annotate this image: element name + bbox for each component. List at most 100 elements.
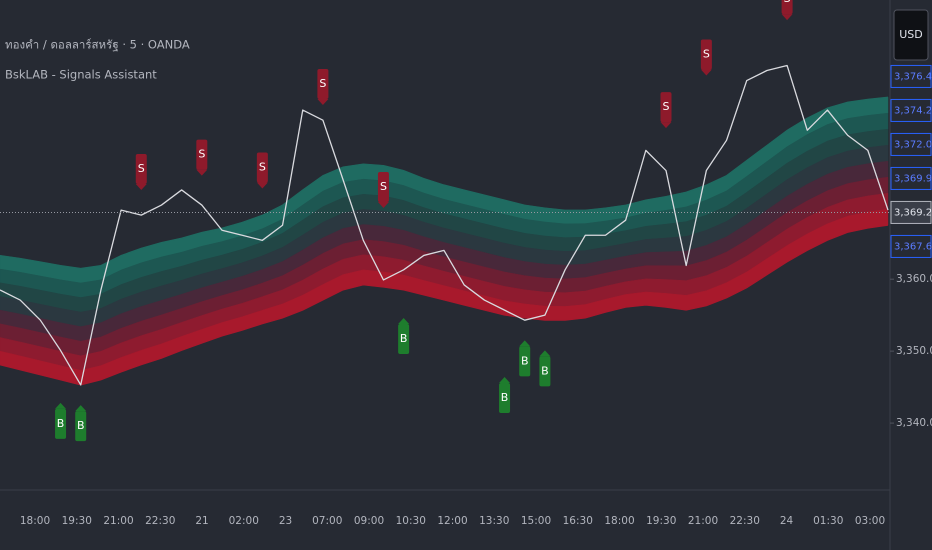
x-tick-label: 07:00 [312,515,342,527]
x-tick-label: 21 [195,515,208,527]
signal-label: B [541,364,549,377]
x-tick-label: 12:00 [437,515,467,527]
chart-title: ทองคำ / ดอลลาร์สหรัฐ · 5 · OANDA [5,38,190,52]
signal-marker: B [539,350,551,387]
current-price-label: 3,369.275 [894,207,932,218]
signal-marker: B [75,405,87,442]
signal-marker: S [196,139,208,176]
price-line [0,64,889,386]
band-lower-line [0,224,889,386]
signal-body [75,411,87,442]
x-tick-label: 24 [780,515,794,527]
x-tick-label: 01:30 [813,515,843,527]
signal-pointer [256,182,268,189]
signal-label: S [259,161,266,174]
x-tick-label: 03:00 [855,515,885,527]
y-tick-label: 3,350.000 [896,345,932,357]
signal-pointer [196,169,208,176]
x-tick-label: 09:00 [354,515,384,527]
x-tick-label: 21:00 [688,515,718,527]
signal-marker: B [499,377,511,414]
price-label: 3,374.274 [894,105,932,116]
x-tick-label: 19:30 [646,515,676,527]
signal-pointer [499,377,511,384]
signal-body [781,0,793,15]
signal-label: B [501,391,509,404]
band-upper-line [0,96,889,269]
x-tick-label: 22:30 [730,515,760,527]
signal-label: B [77,419,85,432]
signal-pointer [55,402,67,409]
signal-body [256,152,268,183]
signal-label: S [703,48,710,61]
signal-pointer [75,405,87,412]
price-label: 3,372.079 [894,139,932,150]
signal-label: S [198,148,205,161]
price-label-box [890,132,932,156]
x-tick-label: 18:00 [604,515,634,527]
price-label-box [890,64,932,88]
price-label-box [890,166,932,190]
signal-marker: B [519,340,531,377]
signal-marker: S [317,69,329,106]
signal-pointer [398,318,410,325]
signal-marker: S [256,152,268,189]
x-tick-label: 19:30 [62,515,92,527]
signal-label: B [57,417,65,430]
signal-pointer [660,122,672,129]
signal-label: S [380,180,387,193]
y-tick-label: 3,360.000 [896,273,932,285]
price-label-box [890,98,932,122]
signal-body [499,383,511,414]
x-tick-label: 16:30 [563,515,593,527]
signal-label: S [663,100,670,113]
x-tick-label: 10:30 [396,515,426,527]
signal-pointer [539,350,551,357]
signal-label: S [138,162,145,175]
signal-marker: B [398,318,410,355]
x-tick-label: 13:30 [479,515,509,527]
y-tick-label: 3,340.000 [896,417,932,429]
signal-body [519,346,531,377]
signal-marker: S [700,39,712,76]
signal-label: S [319,77,326,90]
x-tick-label: 21:00 [103,515,133,527]
signal-label: B [400,332,408,345]
signal-pointer [377,201,389,208]
x-tick-label: 15:00 [521,515,551,527]
signal-body [317,69,329,100]
signal-body [55,408,67,439]
signal-marker: S [377,171,389,208]
indicator-name: BskLAB - Signals Assistant [5,68,157,82]
signal-marker: S [781,0,793,21]
signal-body [660,92,672,123]
signal-body [398,324,410,355]
signal-pointer [317,99,329,106]
signal-pointer [781,14,793,21]
signal-pointer [700,69,712,76]
signal-body [700,39,712,70]
price-label: 3,376.469 [894,71,932,82]
signal-marker: S [135,153,147,190]
signal-label: S [784,0,791,5]
signal-pointer [135,183,147,190]
signal-body [135,153,147,184]
signal-label: B [521,354,529,367]
currency-box[interactable] [893,9,929,61]
signal-pointer [519,340,531,347]
current-price-box [890,200,932,224]
signal-body [196,139,208,170]
signal-marker: S [660,92,672,129]
signal-body [539,356,551,387]
x-tick-label: 02:00 [229,515,259,527]
signal-marker: B [55,402,67,439]
currency: USD [899,28,923,41]
signal-body [377,171,389,202]
price-label-box [890,234,932,258]
price-label: 3,367.689 [894,241,932,252]
x-tick-label: 18:00 [20,515,50,527]
price-label: 3,369.984 [894,173,932,184]
x-tick-label: 22:30 [145,515,175,527]
